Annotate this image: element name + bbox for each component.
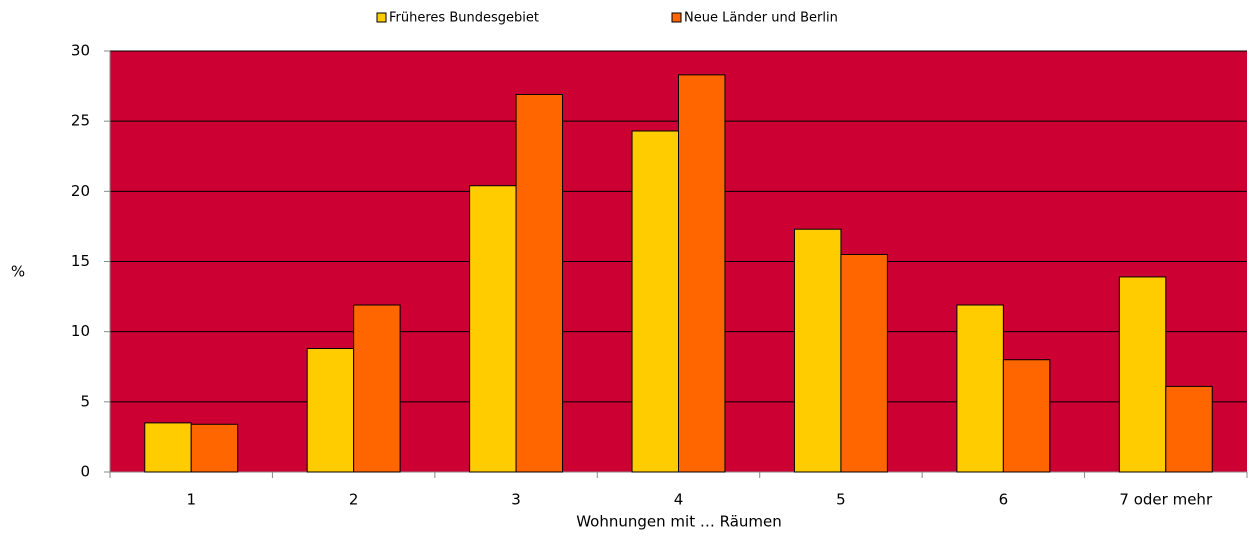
legend-label: Neue Länder und Berlin [684, 11, 838, 26]
x-tick-label: 2 [349, 491, 359, 509]
y-tick-label: 0 [80, 463, 90, 481]
y-tick-label: 5 [80, 392, 90, 410]
y-tick-label: 30 [71, 42, 90, 60]
bar [1118, 276, 1167, 473]
legend-swatch [376, 12, 387, 23]
bar [678, 74, 726, 473]
bar [144, 422, 192, 473]
legend: Früheres Bundesgebiet Neue Länder und Ber… [376, 11, 838, 26]
x-tick-label: 7 oder mehr [1119, 491, 1213, 509]
bar [956, 304, 1004, 473]
x-tick-label: 1 [186, 491, 196, 509]
y-tick-label: 25 [71, 112, 90, 130]
x-tick-label: 6 [999, 491, 1009, 509]
bar [353, 304, 401, 473]
y-tick-label: 10 [71, 322, 90, 340]
x-tick-label: 3 [511, 491, 521, 509]
legend-swatch [671, 12, 682, 23]
bar [306, 348, 355, 473]
bar [793, 228, 842, 473]
bar [1165, 385, 1213, 473]
bar [840, 253, 888, 473]
x-tick-label: 5 [836, 491, 846, 509]
bar [631, 130, 679, 473]
x-axis-label: Wohnungen mit … Räumen [576, 513, 782, 531]
y-tick-label: 20 [71, 182, 90, 200]
legend-label: Früheres Bundesgebiet [389, 11, 539, 26]
y-axis-label: % [11, 263, 25, 281]
bar [469, 185, 517, 473]
bar [1002, 359, 1051, 473]
bar [515, 94, 564, 473]
bar [190, 423, 239, 473]
y-tick-label: 15 [71, 252, 90, 270]
x-tick-label: 4 [674, 491, 684, 509]
